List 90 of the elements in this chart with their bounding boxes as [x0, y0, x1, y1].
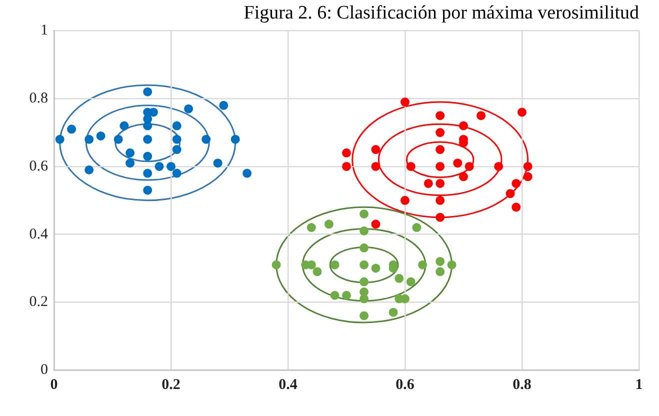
point [360, 260, 369, 270]
point [424, 178, 433, 188]
point [202, 134, 211, 144]
point [143, 121, 152, 130]
point [464, 162, 474, 171]
point [371, 264, 380, 273]
point [126, 148, 135, 158]
point [360, 294, 369, 304]
point [143, 186, 152, 195]
point [306, 223, 316, 232]
point [436, 111, 445, 120]
point [114, 134, 123, 144]
y-tick-label: 0.2 [29, 294, 48, 310]
point [219, 100, 228, 110]
point [436, 212, 445, 222]
point [126, 158, 135, 168]
y-tick-label: 0.4 [29, 226, 48, 242]
point [242, 168, 252, 178]
point [96, 131, 106, 140]
point [418, 260, 428, 270]
point [360, 311, 369, 320]
point [166, 162, 176, 171]
point [371, 220, 380, 229]
point [453, 158, 462, 168]
point [512, 202, 521, 212]
point [436, 128, 445, 138]
point [172, 134, 182, 144]
point [330, 290, 340, 300]
point [459, 172, 468, 182]
point [120, 121, 129, 130]
x-tick-label: 0.6 [396, 376, 415, 393]
point [360, 209, 369, 218]
point [436, 267, 445, 276]
point [494, 162, 504, 171]
point [412, 223, 422, 232]
point [436, 162, 445, 171]
point [512, 178, 521, 188]
y-tick-label: 0.8 [29, 90, 48, 107]
point [523, 172, 532, 182]
point [436, 196, 445, 205]
y-tick-label: 0.6 [29, 158, 48, 174]
point [143, 152, 152, 161]
point [476, 111, 486, 120]
point [400, 196, 410, 205]
x-tick-label: 0.8 [512, 376, 532, 393]
point [371, 145, 380, 154]
point [143, 134, 152, 144]
point [67, 124, 76, 134]
point [143, 168, 152, 178]
y-tick-label: 1 [40, 22, 48, 39]
point [406, 162, 416, 171]
point [172, 121, 182, 130]
point [436, 256, 445, 266]
point [400, 98, 410, 107]
point [459, 121, 468, 130]
x-tick-label: 0.4 [278, 376, 298, 393]
point [388, 308, 398, 317]
point [506, 189, 515, 198]
point [394, 274, 404, 283]
y-tick-label: 0 [40, 362, 48, 378]
point [518, 108, 526, 117]
point [184, 104, 194, 114]
chart-title: Figura 2. 6: Clasificación por máxima verosimilitud [244, 2, 640, 24]
point [330, 260, 340, 270]
point [342, 162, 351, 171]
x-tick-label: 1 [635, 376, 643, 393]
point [342, 290, 351, 300]
point [143, 87, 152, 96]
x-tick-label: 0.2 [162, 376, 180, 393]
point [406, 277, 416, 286]
point [213, 158, 222, 168]
point [436, 178, 445, 188]
point [154, 162, 164, 171]
point [360, 277, 369, 286]
point [230, 134, 240, 144]
point [324, 220, 334, 229]
point [523, 162, 532, 171]
point [55, 134, 64, 144]
point [312, 267, 322, 276]
point [172, 168, 182, 178]
point [84, 134, 94, 144]
point [360, 243, 369, 252]
point [172, 145, 182, 154]
point [447, 260, 456, 270]
point [84, 165, 94, 174]
point [371, 162, 380, 171]
point [360, 226, 369, 236]
point [342, 148, 351, 158]
point [272, 260, 281, 270]
point [436, 145, 445, 154]
